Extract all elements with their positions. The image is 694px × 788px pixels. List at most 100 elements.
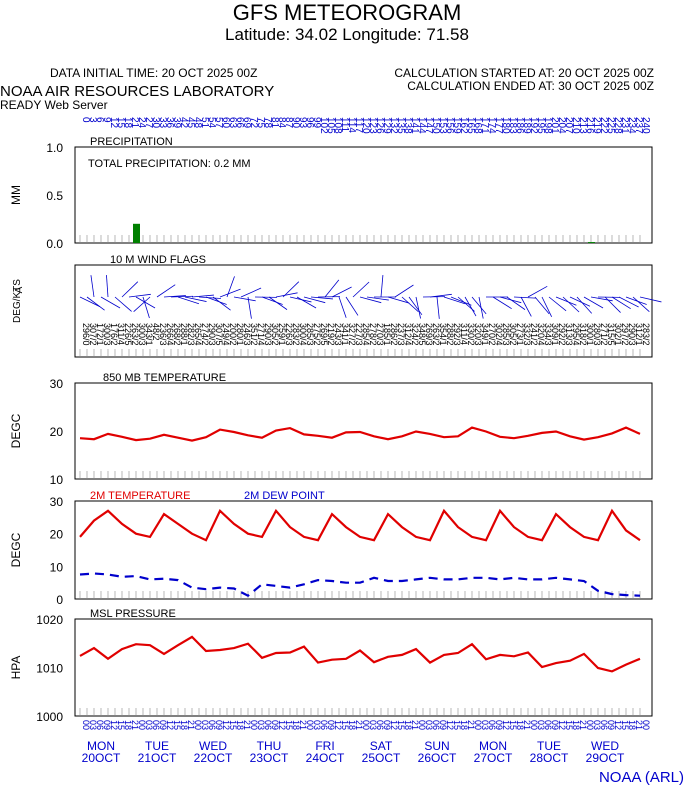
wind-sep: / [221,338,231,341]
hour-tick-label: 210 [570,117,581,134]
wind-barb [226,276,235,298]
time-tick-label: 09 [494,720,504,730]
wind-dir-label: 283/2 [641,323,651,346]
wind-barb [450,296,472,306]
wind-speed-value: 1 [480,341,490,346]
wind-dir-label: 266/4 [165,323,175,346]
wind-dir-label: 226/3 [284,323,294,346]
hour-tick-label: 63 [227,117,238,129]
wind-speed-value: 2 [368,341,378,346]
hour-tick-label: 171 [479,117,490,134]
day-of-week-label: FRI [315,739,334,753]
wind-dir-label: 269/3 [424,323,434,346]
wind-speed-value: 4 [256,341,266,346]
wind-dir-label: 327/2 [347,323,357,346]
wind-speed-value: 1 [515,341,525,346]
wind-speed-value: 3 [333,341,343,346]
wind-speed-value: 4 [536,341,546,346]
wind-speed-value: 3 [522,341,532,346]
wind-speed-value: 2 [445,341,455,346]
wind-barb [177,296,200,305]
wind-dir-value: 302 [494,323,504,338]
y-tick-label: 1010 [36,662,63,676]
wind-sep: / [200,338,210,341]
hour-tick-label: 39 [171,117,182,129]
wind-sep: / [95,338,105,341]
wind-sep: / [333,338,343,341]
hour-tick-label: 150 [430,117,441,134]
wind-sep: / [88,338,98,341]
wind-dir-label: 320/3 [473,323,483,346]
wind-dir-label: 311/4 [116,323,126,345]
wind-dir-label: 219/2 [326,323,336,346]
wind-dir-value: 280 [235,323,245,338]
wind-sep: / [403,338,413,341]
hour-tick-label: 213 [577,117,588,134]
wind-sep: / [515,338,525,341]
wind-dir-label: 313/3 [564,323,574,346]
wind-dir-value: 300 [102,323,112,338]
time-tick-label: 18 [627,720,637,730]
day-of-week-label: WED [591,739,619,753]
wind-dir-label: 292/3 [452,323,462,346]
wind-dir-label: 307/5 [214,323,224,346]
hour-tick-label: 219 [591,117,602,134]
wind-sep: / [494,338,504,341]
wind-speed-value: 2 [130,341,140,346]
wind-dir-label: 280/1 [235,323,245,346]
wind-dir-label: 295/4 [571,323,581,346]
date-label: 29OCT [586,751,625,765]
series-line-3-0 [79,508,641,542]
hour-tick-label: 75 [255,117,266,129]
wind-speed-value: 3 [592,341,602,346]
wind-dir-label: 241/2 [529,323,539,346]
wind-sep: / [487,338,497,341]
time-tick-label: 18 [347,720,357,730]
hour-tick-label: 90 [290,117,301,129]
date-label: 25OCT [362,751,401,765]
wind-sep: / [179,338,189,341]
wind-dir-value: 330 [466,323,476,338]
hour-tick-label: 237 [633,117,644,134]
wind-speed-value: 4 [494,341,504,346]
wind-barb [464,296,477,317]
wind-speed-value: 1 [179,341,189,346]
wind-sep: / [305,338,315,341]
wind-sep: / [151,333,161,336]
wind-dir-label: 332/3 [522,323,532,346]
wind-sep: / [228,338,238,341]
wind-sep: / [116,337,126,340]
y-tick-label: 0.0 [46,237,63,251]
wind-sep: / [536,338,546,341]
wind-dir-value: 283 [641,323,651,338]
hour-tick-label: 78 [262,117,273,129]
wind-dir-value: 283 [291,323,301,338]
hour-tick-label: 183 [507,117,518,134]
time-tick-label: 06 [207,720,217,730]
wind-sep: / [620,338,630,341]
time-tick-label: 03 [424,720,434,730]
time-tick-label: 15 [452,720,462,730]
y-tick-label: 30 [50,495,64,509]
time-tick-label: 09 [382,720,392,730]
hour-tick-label: 0 [80,117,91,123]
wind-dir-value: 278 [368,323,378,338]
wind-dir-value: 297 [620,323,630,338]
wind-dir-label: 268/2 [172,323,182,346]
wind-barb [170,295,194,298]
wind-dir-value: 307 [88,323,98,338]
wind-speed-value: 4 [403,341,413,346]
calc-started: CALCULATION STARTED AT: 20 OCT 2025 00Z [394,66,654,80]
time-tick-label: 00 [361,720,371,730]
time-tick-label: 09 [214,720,224,730]
wind-barb [114,296,132,312]
hour-tick-label: 177 [493,117,504,134]
hour-tick-label: 99 [311,117,322,129]
time-tick-label: 21 [130,720,140,730]
wind-speed-value: 4 [361,341,371,346]
hour-tick-label: 60 [220,117,231,129]
wind-dir-value: 270 [487,323,497,338]
wind-sep: / [193,338,203,341]
hour-tick-label: 33 [157,117,168,129]
date-label: 27OCT [474,751,513,765]
